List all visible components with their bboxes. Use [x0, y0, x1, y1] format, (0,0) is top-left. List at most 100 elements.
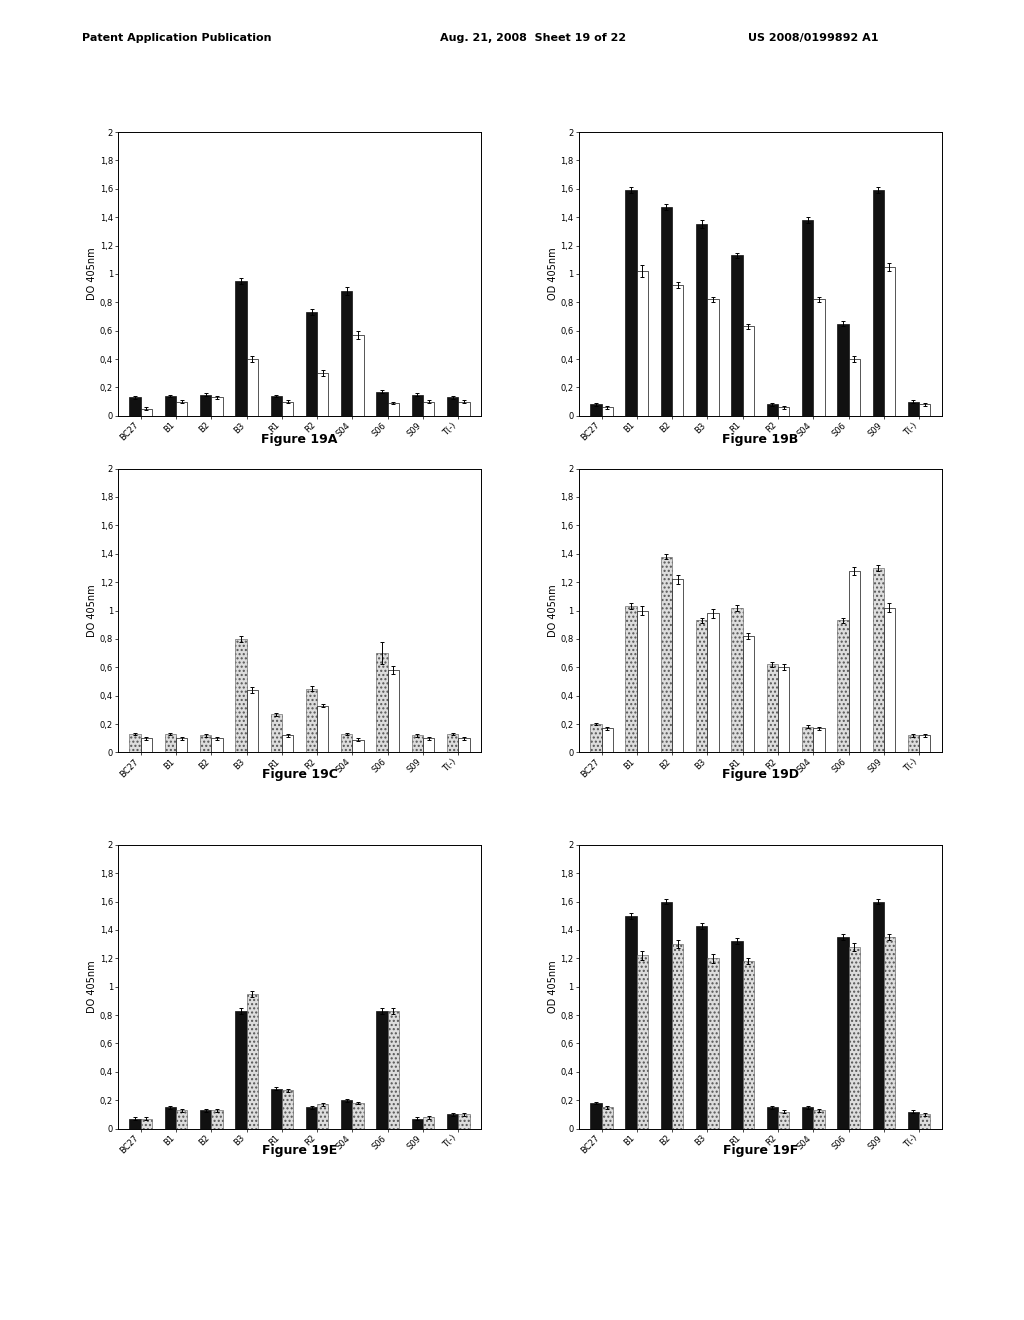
- Bar: [200, 1110, 211, 1129]
- Bar: [282, 1090, 293, 1129]
- Bar: [742, 326, 754, 416]
- Bar: [317, 706, 329, 752]
- Bar: [731, 941, 742, 1129]
- Bar: [176, 738, 187, 752]
- Bar: [637, 956, 648, 1129]
- Bar: [165, 1107, 176, 1129]
- Y-axis label: DO 405nm: DO 405nm: [87, 248, 97, 300]
- Bar: [626, 916, 637, 1129]
- Bar: [200, 735, 211, 752]
- Bar: [672, 579, 683, 752]
- Bar: [813, 300, 824, 416]
- Bar: [601, 1107, 612, 1129]
- Bar: [352, 335, 364, 416]
- Bar: [731, 607, 742, 752]
- Bar: [872, 190, 884, 416]
- Bar: [165, 396, 176, 416]
- Bar: [590, 723, 601, 752]
- Bar: [341, 290, 352, 416]
- Bar: [270, 1089, 282, 1129]
- Bar: [696, 925, 708, 1129]
- Bar: [352, 739, 364, 752]
- Bar: [802, 220, 813, 416]
- Y-axis label: DO 405nm: DO 405nm: [87, 585, 97, 636]
- Bar: [388, 671, 399, 752]
- Bar: [672, 944, 683, 1129]
- Bar: [140, 409, 152, 416]
- Bar: [660, 557, 672, 752]
- Bar: [590, 404, 601, 416]
- Bar: [317, 374, 329, 416]
- Y-axis label: OD 405nm: OD 405nm: [548, 961, 558, 1012]
- Bar: [767, 1107, 778, 1129]
- Text: Figure 19A: Figure 19A: [261, 433, 338, 446]
- Bar: [140, 1118, 152, 1129]
- Bar: [129, 397, 140, 416]
- Bar: [306, 313, 317, 416]
- Bar: [742, 636, 754, 752]
- Bar: [637, 610, 648, 752]
- Bar: [211, 738, 222, 752]
- Bar: [767, 664, 778, 752]
- Bar: [247, 359, 258, 416]
- Bar: [884, 937, 895, 1129]
- Bar: [626, 606, 637, 752]
- Bar: [672, 285, 683, 416]
- Bar: [884, 267, 895, 416]
- Bar: [341, 734, 352, 752]
- Y-axis label: DO 405nm: DO 405nm: [87, 961, 97, 1012]
- Bar: [388, 1011, 399, 1129]
- Bar: [270, 714, 282, 752]
- Bar: [412, 1118, 423, 1129]
- Text: Patent Application Publication: Patent Application Publication: [82, 33, 271, 44]
- Bar: [236, 1011, 247, 1129]
- Bar: [601, 729, 612, 752]
- Bar: [742, 961, 754, 1129]
- Bar: [908, 735, 920, 752]
- Bar: [165, 734, 176, 752]
- Bar: [872, 568, 884, 752]
- Bar: [802, 727, 813, 752]
- Bar: [306, 689, 317, 752]
- Bar: [377, 653, 388, 752]
- Bar: [849, 359, 860, 416]
- Bar: [908, 1111, 920, 1129]
- Bar: [708, 300, 719, 416]
- Bar: [813, 729, 824, 752]
- Bar: [590, 1104, 601, 1129]
- Bar: [282, 401, 293, 416]
- Bar: [341, 1101, 352, 1129]
- Bar: [270, 396, 282, 416]
- Text: US 2008/0199892 A1: US 2008/0199892 A1: [748, 33, 878, 44]
- Bar: [236, 281, 247, 416]
- Text: Figure 19C: Figure 19C: [261, 768, 338, 781]
- Bar: [813, 1110, 824, 1129]
- Y-axis label: OD 405nm: OD 405nm: [548, 248, 558, 300]
- Bar: [908, 401, 920, 416]
- Bar: [626, 190, 637, 416]
- Bar: [211, 1110, 222, 1129]
- Bar: [884, 607, 895, 752]
- Bar: [778, 668, 790, 752]
- Bar: [306, 1107, 317, 1129]
- Text: Figure 19E: Figure 19E: [262, 1144, 337, 1158]
- Bar: [447, 1114, 459, 1129]
- Bar: [317, 1105, 329, 1129]
- Bar: [412, 735, 423, 752]
- Bar: [696, 224, 708, 416]
- Bar: [176, 1110, 187, 1129]
- Bar: [247, 690, 258, 752]
- Bar: [767, 404, 778, 416]
- Bar: [660, 207, 672, 416]
- Bar: [459, 738, 470, 752]
- Y-axis label: DO 405nm: DO 405nm: [548, 585, 558, 636]
- Bar: [423, 1117, 434, 1129]
- Bar: [129, 734, 140, 752]
- Bar: [660, 902, 672, 1129]
- Bar: [459, 401, 470, 416]
- Bar: [637, 271, 648, 416]
- Bar: [849, 570, 860, 752]
- Bar: [778, 408, 790, 416]
- Bar: [920, 735, 931, 752]
- Bar: [696, 620, 708, 752]
